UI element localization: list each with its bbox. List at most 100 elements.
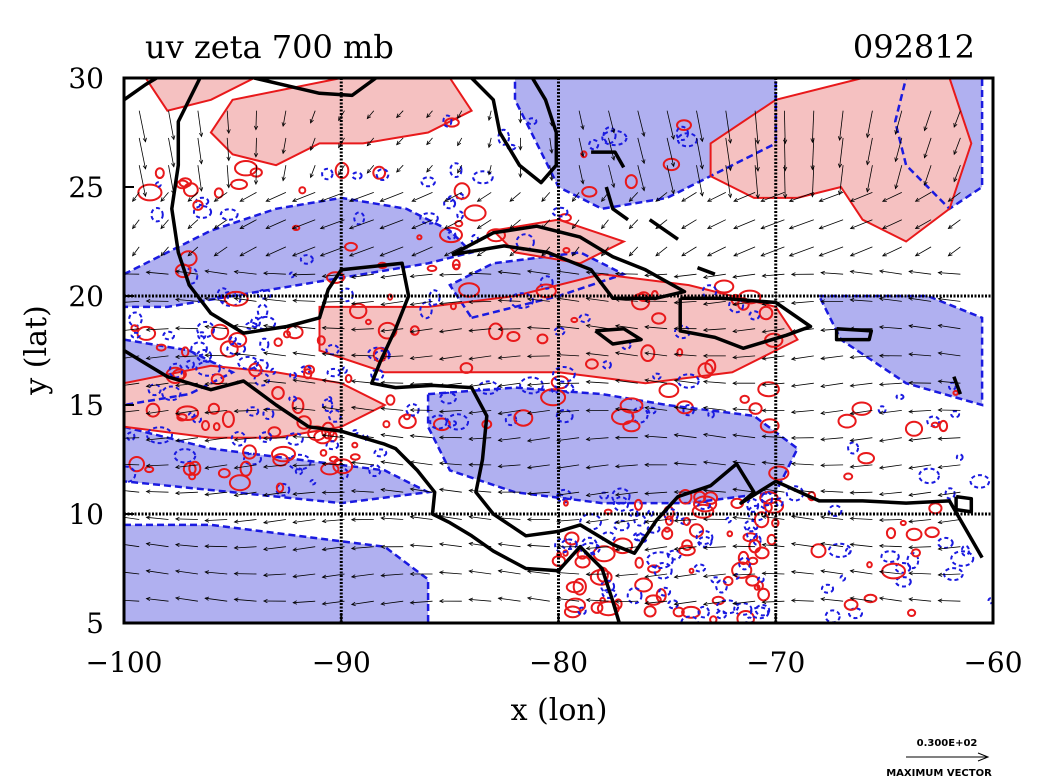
wind-vector	[762, 544, 785, 548]
wind-vector-head	[438, 329, 444, 334]
positive-contour-blob	[328, 455, 339, 463]
wind-vector	[509, 192, 521, 202]
wind-vector	[882, 246, 902, 257]
wind-vector-head	[849, 326, 855, 331]
wind-vector	[549, 165, 553, 181]
wind-vector	[263, 519, 286, 524]
wind-vector	[557, 519, 580, 522]
positive-contour-blob	[693, 490, 707, 504]
wind-vector	[381, 382, 404, 384]
wind-vector-head	[380, 274, 386, 279]
wind-vector	[703, 407, 726, 411]
wind-vector	[214, 246, 228, 257]
wind-vector	[439, 273, 462, 276]
wind-vector	[351, 461, 374, 466]
wind-vector	[469, 410, 492, 414]
wind-vector-head	[350, 601, 356, 607]
wind-vector-head	[174, 490, 180, 496]
wind-vector	[733, 573, 756, 576]
grid-lines	[124, 78, 993, 623]
wind-vector	[615, 491, 638, 496]
positive-contour-blob	[688, 567, 695, 574]
wind-vector	[138, 110, 146, 142]
positive-contour-blob	[137, 183, 163, 202]
positive-contour-blob	[590, 601, 604, 614]
coastline-segment	[834, 326, 874, 342]
wind-vector	[349, 246, 374, 257]
wind-vector-head	[644, 574, 650, 579]
wind-vector	[812, 110, 815, 143]
wind-vector-head	[145, 489, 151, 494]
wind-vector-head	[292, 574, 298, 579]
wind-vector	[366, 137, 375, 146]
coastline-segment	[591, 150, 626, 169]
wind-vector-head	[732, 601, 738, 606]
wind-vector	[674, 600, 697, 605]
negative-contour-blob	[197, 331, 207, 340]
wind-vector-head	[380, 516, 386, 521]
wind-vector	[263, 409, 286, 411]
wind-vector	[850, 271, 873, 275]
wind-vector	[146, 382, 169, 387]
wind-vector-head	[644, 519, 650, 524]
wind-vector	[615, 380, 638, 384]
wind-vectors	[124, 110, 961, 607]
wind-vector	[175, 597, 198, 602]
wind-vector	[839, 137, 844, 168]
coastline-segment	[124, 349, 621, 623]
wind-vector-head	[790, 300, 796, 305]
negative-contour-blob	[539, 275, 554, 290]
wind-vector-head	[366, 114, 372, 120]
negative-contour-blob	[375, 168, 390, 182]
coastline-segment	[952, 376, 963, 395]
wind-vector	[205, 326, 228, 330]
wind-vector-head	[881, 197, 887, 202]
wind-vector	[557, 297, 580, 302]
wind-vector-head	[526, 517, 532, 522]
wind-vector-head	[233, 465, 239, 470]
negative-contour-blob	[456, 210, 464, 220]
wind-vector	[938, 573, 961, 576]
max-vector-label: MAXIMUM VECTOR	[886, 768, 992, 779]
wind-vector-head	[468, 383, 474, 389]
wind-vector-head	[409, 355, 415, 361]
wind-vector	[909, 325, 932, 330]
wind-vector	[380, 246, 404, 257]
chart-title-right: 092812	[853, 28, 975, 66]
positive-contour-blob	[619, 397, 644, 414]
wind-vector	[586, 546, 609, 549]
wind-vector	[527, 270, 550, 275]
wind-vector-head	[614, 599, 620, 604]
wind-vector	[282, 165, 287, 181]
wind-vector-head	[628, 197, 634, 202]
wind-vector	[879, 326, 902, 330]
wind-vector-head	[937, 546, 943, 551]
wind-vector-head	[487, 143, 492, 149]
wind-vector-head	[699, 191, 704, 197]
negative-contour-blob	[756, 576, 765, 583]
wind-vector-head	[937, 572, 943, 577]
wind-vector-head	[348, 198, 354, 202]
wind-vector-head	[366, 169, 372, 174]
positive-contour-blob	[682, 516, 691, 527]
wind-vector-head	[894, 130, 899, 136]
wind-vector-head	[174, 326, 180, 331]
wind-vector-head	[702, 545, 708, 550]
wind-vector	[762, 516, 785, 520]
positive-contour-blob	[672, 606, 685, 618]
wind-vector	[293, 436, 316, 439]
wind-vector	[205, 437, 228, 442]
positive-contour-blob	[731, 561, 753, 579]
wind-vector-head	[380, 406, 386, 411]
wind-vector	[381, 355, 404, 358]
wind-vector-head	[204, 381, 210, 387]
wind-vector-head	[526, 465, 532, 470]
positive-contour-blob	[349, 453, 361, 461]
wind-vector-head	[937, 464, 943, 470]
wind-vector	[263, 437, 286, 439]
wind-vector-head	[644, 378, 650, 383]
wind-vector	[733, 600, 756, 605]
wind-vector-head	[321, 405, 327, 410]
wind-vector	[439, 301, 462, 305]
wind-vector-head	[614, 520, 620, 525]
